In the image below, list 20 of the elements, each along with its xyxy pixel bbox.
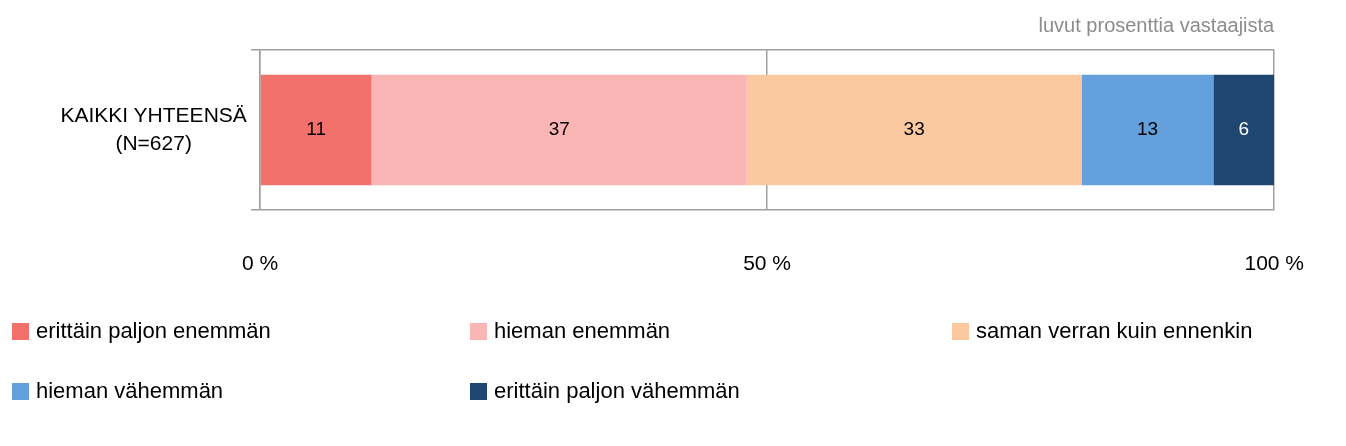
data-label: 11 (306, 118, 327, 140)
text: luvut prosenttia vastaajista (1038, 14, 1276, 36)
x-tick-label: 0 % (241, 251, 279, 275)
data-label: 37 (548, 118, 570, 140)
legend-label: erittäin paljon vähemmän (494, 378, 740, 404)
x-tick-label: 100 % (1244, 251, 1304, 275)
legend-label: hieman vähemmän (36, 378, 224, 404)
data-label: 33 (903, 118, 925, 140)
legend-label: saman verran kuin ennenkin (976, 318, 1253, 344)
data-label: 13 (1136, 118, 1159, 140)
bar (371, 74, 747, 186)
legend-label: hieman enemmän (494, 318, 671, 344)
y-tick-label: KAIKKI YHTEENSÄ (N=627) (60, 102, 247, 154)
bar (260, 74, 372, 186)
bar (1081, 74, 1214, 186)
x-tick-label: 50 % (743, 251, 792, 275)
legend-label: erittäin paljon enemmän (36, 318, 271, 344)
bar (1213, 74, 1275, 186)
data-label: 6 (1238, 118, 1250, 140)
bar (746, 74, 1082, 186)
